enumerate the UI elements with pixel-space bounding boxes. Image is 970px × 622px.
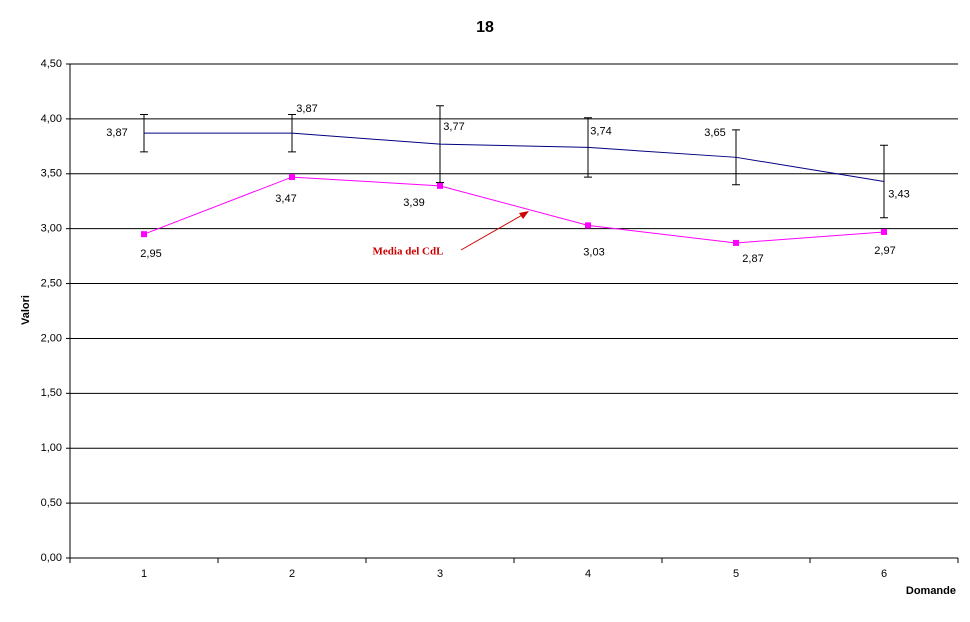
y-tick-label: 3,00 [41,223,62,235]
series-line [143,176,885,244]
x-tick-label: 6 [881,568,887,580]
y-tick-label: 2,50 [41,277,62,289]
data-label: 3,03 [583,246,604,258]
annotation-arrow [460,213,525,251]
x-tick-label: 2 [289,568,295,580]
y-axis-title: Valori [20,295,32,325]
data-label: 3,74 [590,125,611,137]
point [289,174,295,181]
y-tick-label: 1,00 [41,442,62,454]
point [437,182,443,189]
error-bar [880,144,888,219]
data-label: 2,95 [140,248,161,260]
point [141,231,147,238]
data-label: 2,97 [874,245,895,257]
y-tick-label: 4,00 [41,113,62,125]
data-label: 3,87 [296,103,317,115]
y-tick-label: 0,50 [41,497,62,509]
data-label: 3,47 [275,193,296,205]
point [733,239,739,246]
data-label: 3,65 [704,127,725,139]
annotation-arrowhead [519,211,529,219]
data-label: 2,87 [742,253,763,265]
x-tick-label: 4 [585,568,591,580]
y-tick-label: 0,00 [41,552,62,564]
data-label: 3,43 [888,188,909,200]
annotation: Media del CdL [373,246,444,258]
point [585,222,591,229]
y-tick-label: 4,50 [41,58,62,70]
x-axis-title: Domande [906,585,956,597]
y-tick-label: 3,50 [41,168,62,180]
y-tick-label: 2,00 [41,332,62,344]
x-tick-label: 1 [141,568,147,580]
x-tick-label: 3 [437,568,443,580]
x-tick-label: 5 [733,568,739,580]
y-tick-label: 1,50 [41,387,62,399]
chart-title: 18 [476,19,494,36]
point [881,228,887,235]
data-label: 3,39 [403,197,424,209]
data-label: 3,77 [443,121,464,133]
series-line [144,132,885,182]
data-label: 3,87 [106,127,127,139]
